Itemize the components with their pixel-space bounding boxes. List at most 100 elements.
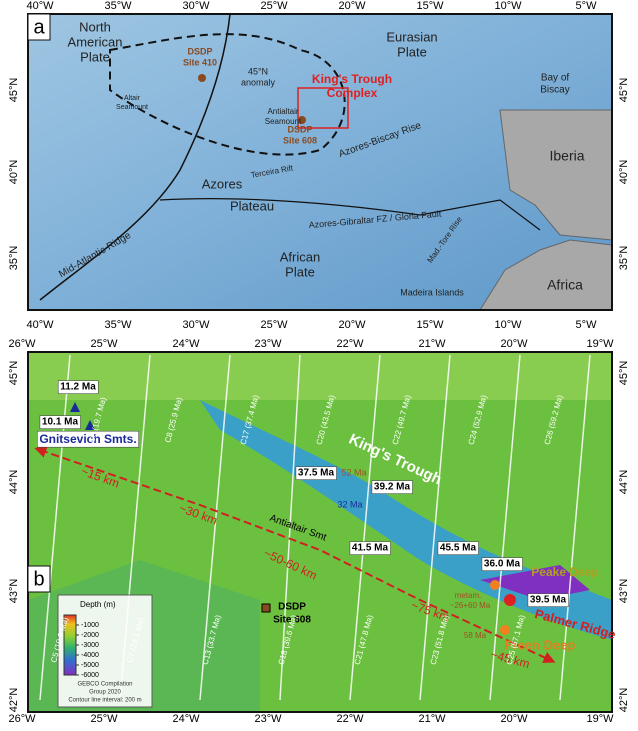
map-label: King's Trough	[312, 72, 392, 86]
map-label: 45°N	[248, 66, 268, 76]
lon-label: 21°W	[418, 713, 446, 725]
lon-label: 25°W	[260, 319, 288, 331]
label-box	[295, 466, 337, 480]
panel-tag-box	[27, 13, 51, 41]
lon-label: 25°W	[260, 0, 288, 12]
map-label: Seamount	[265, 117, 302, 126]
lon-label: 30°W	[182, 319, 210, 331]
profile-line	[34, 446, 556, 663]
seamount	[85, 420, 95, 430]
map-label: anomaly	[241, 77, 276, 87]
lat-label: 45°N	[8, 78, 20, 103]
lon-label: 20°W	[500, 713, 528, 725]
map-label: Plateau	[230, 198, 274, 213]
lon-label: 5°W	[576, 319, 598, 331]
map-label: Altair	[124, 95, 141, 102]
lon-label: 5°W	[576, 0, 598, 12]
map-label: metam.	[455, 591, 482, 600]
label-box	[527, 593, 569, 607]
site	[261, 603, 271, 613]
ridge	[39, 13, 231, 301]
map-label: 39.5 Ma	[530, 595, 567, 606]
lon-label: 26°W	[8, 338, 36, 350]
map-label: 45.5 Ma	[440, 543, 477, 554]
map-label: 36.0 Ma	[484, 559, 521, 570]
panel-a	[27, 13, 613, 311]
lat-label: 45°N	[618, 78, 630, 103]
lon-label: 25°W	[90, 338, 118, 350]
lon-label: 19°W	[586, 338, 614, 350]
lon-label: 25°W	[90, 713, 118, 725]
map-label: Gnitsevich Smts.	[39, 432, 136, 446]
panel-tag: b	[33, 568, 44, 590]
map-label: Seamount	[116, 104, 148, 111]
legend-credit: GEBCO Compilation	[77, 682, 132, 688]
lon-label: 10°W	[494, 0, 522, 12]
lon-label: 24°W	[172, 338, 200, 350]
label-box	[39, 415, 81, 429]
frame	[27, 351, 613, 713]
lon-label: 22°W	[336, 713, 364, 725]
legend-tick-label: -2000	[81, 632, 99, 639]
lat-label: 42°N	[8, 688, 20, 713]
panel-tag-box	[27, 565, 51, 593]
map-label: Site 608	[273, 615, 311, 626]
lon-label: 21°W	[418, 338, 446, 350]
map-label: Plate	[285, 264, 315, 279]
map-label: North	[79, 19, 111, 34]
lat-label: 44°N	[618, 470, 630, 495]
map-label: Complex	[327, 86, 378, 100]
lat-label: 45°N	[618, 361, 630, 386]
anomaly-outline	[109, 33, 346, 156]
lon-label: 40°W	[26, 319, 54, 331]
study-box	[297, 87, 349, 129]
map-label: 37.5 Ma	[298, 468, 335, 479]
legend-tick-label: -4000	[81, 652, 99, 659]
map-label: Bay of	[541, 73, 570, 84]
lat-label: 45°N	[8, 361, 20, 386]
map-label: Antialtair	[267, 107, 298, 116]
lon-label: 20°W	[500, 338, 528, 350]
map-label: 39.2 Ma	[374, 482, 411, 493]
sample	[500, 625, 510, 635]
map-label: DSDP	[187, 46, 212, 56]
lon-label: 23°W	[254, 713, 282, 725]
map-label: American	[68, 34, 123, 49]
site	[198, 74, 206, 82]
lon-label: 20°W	[338, 0, 366, 12]
lon-label: 10°W	[494, 319, 522, 331]
sample	[490, 580, 500, 590]
lon-label: 30°W	[182, 0, 210, 12]
lat-label: 43°N	[8, 579, 20, 604]
map-label: Plate	[80, 49, 110, 64]
map-label: Site 410	[183, 57, 217, 67]
legend-credit: Contour line interval: 200 m	[68, 698, 141, 704]
label-box	[437, 541, 479, 555]
legend-tick-label: -6000	[81, 672, 99, 679]
lon-label: 40°W	[26, 0, 54, 12]
map-label: ~26+60 Ma	[450, 601, 491, 610]
site	[298, 116, 306, 124]
lat-label: 44°N	[8, 470, 20, 495]
lon-label: 15°W	[416, 319, 444, 331]
label-box	[371, 480, 413, 494]
lat-label: 40°N	[8, 160, 20, 185]
lat-label: 40°N	[618, 160, 630, 185]
legend-tick-label: -3000	[81, 642, 99, 649]
map-label: Peake Deep	[531, 565, 598, 579]
lon-label: 35°W	[104, 319, 132, 331]
legend-title: Depth (m)	[80, 600, 116, 609]
map-label: 32 Ma	[337, 499, 362, 509]
map-label: 52 Ma	[341, 467, 366, 477]
label-box	[349, 541, 391, 555]
map-label: Iberia	[549, 148, 584, 164]
lon-label: 19°W	[586, 713, 614, 725]
map-label: Plate	[397, 44, 427, 59]
map-label: African	[280, 249, 320, 264]
lon-label: 26°W	[8, 713, 36, 725]
map-label: DSDP	[278, 602, 306, 613]
terrain	[28, 352, 612, 400]
map-label: 41.5 Ma	[352, 543, 389, 554]
map-label: Biscay	[540, 85, 569, 96]
